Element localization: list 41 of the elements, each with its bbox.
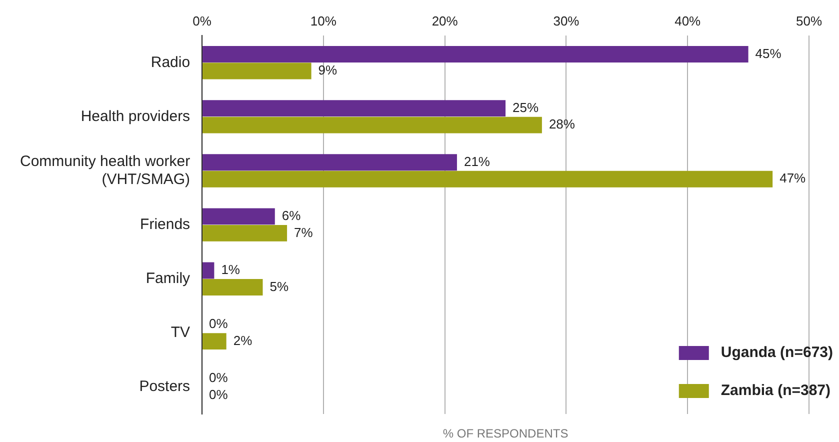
y-tick-label: TV — [170, 324, 190, 342]
bar — [202, 116, 542, 134]
y-tick-label: Family — [146, 270, 191, 287]
data-label: 0% — [209, 370, 228, 386]
bar — [202, 262, 214, 279]
bar — [202, 100, 506, 117]
y-tick-label: Posters — [139, 378, 190, 396]
bar — [202, 224, 288, 242]
legend-label: Zambia (n=387) — [720, 382, 831, 400]
y-tick-label: Friends — [140, 216, 190, 233]
bar — [202, 208, 275, 225]
data-label: 7% — [294, 224, 314, 240]
data-label: 0% — [209, 386, 228, 402]
data-label: 6% — [282, 208, 302, 223]
data-label: 1% — [221, 262, 240, 278]
bar — [202, 279, 263, 296]
bar — [202, 154, 457, 171]
data-label: 21% — [464, 154, 490, 169]
x-tick-label: 10% — [310, 13, 337, 28]
bar — [202, 46, 748, 62]
data-label: 9% — [318, 62, 338, 78]
data-label: 47% — [780, 170, 806, 186]
x-tick-label: 20% — [432, 13, 458, 28]
data-label: 25% — [512, 100, 539, 115]
data-label: 2% — [233, 332, 253, 348]
data-label: 5% — [270, 278, 289, 294]
x-tick-label: 40% — [674, 13, 702, 28]
data-label: 28% — [548, 116, 576, 132]
y-tick-label: Radio — [150, 54, 190, 71]
x-tick-label: 0% — [192, 13, 212, 28]
legend-label: Uganda (n=673) — [720, 344, 834, 362]
data-label: 0% — [209, 316, 228, 332]
x-tick-label: 50% — [796, 13, 822, 28]
x-axis-title: % OF RESPONDENTS — [442, 426, 568, 440]
bar — [202, 170, 773, 188]
data-label: 45% — [755, 46, 782, 61]
x-tick-label: 30% — [553, 13, 580, 28]
y-tick-label: Community health worker (VHT/SMAG) — [20, 152, 190, 188]
bar — [202, 62, 312, 80]
y-tick-label: Health providers — [80, 108, 190, 125]
bar — [202, 333, 226, 350]
